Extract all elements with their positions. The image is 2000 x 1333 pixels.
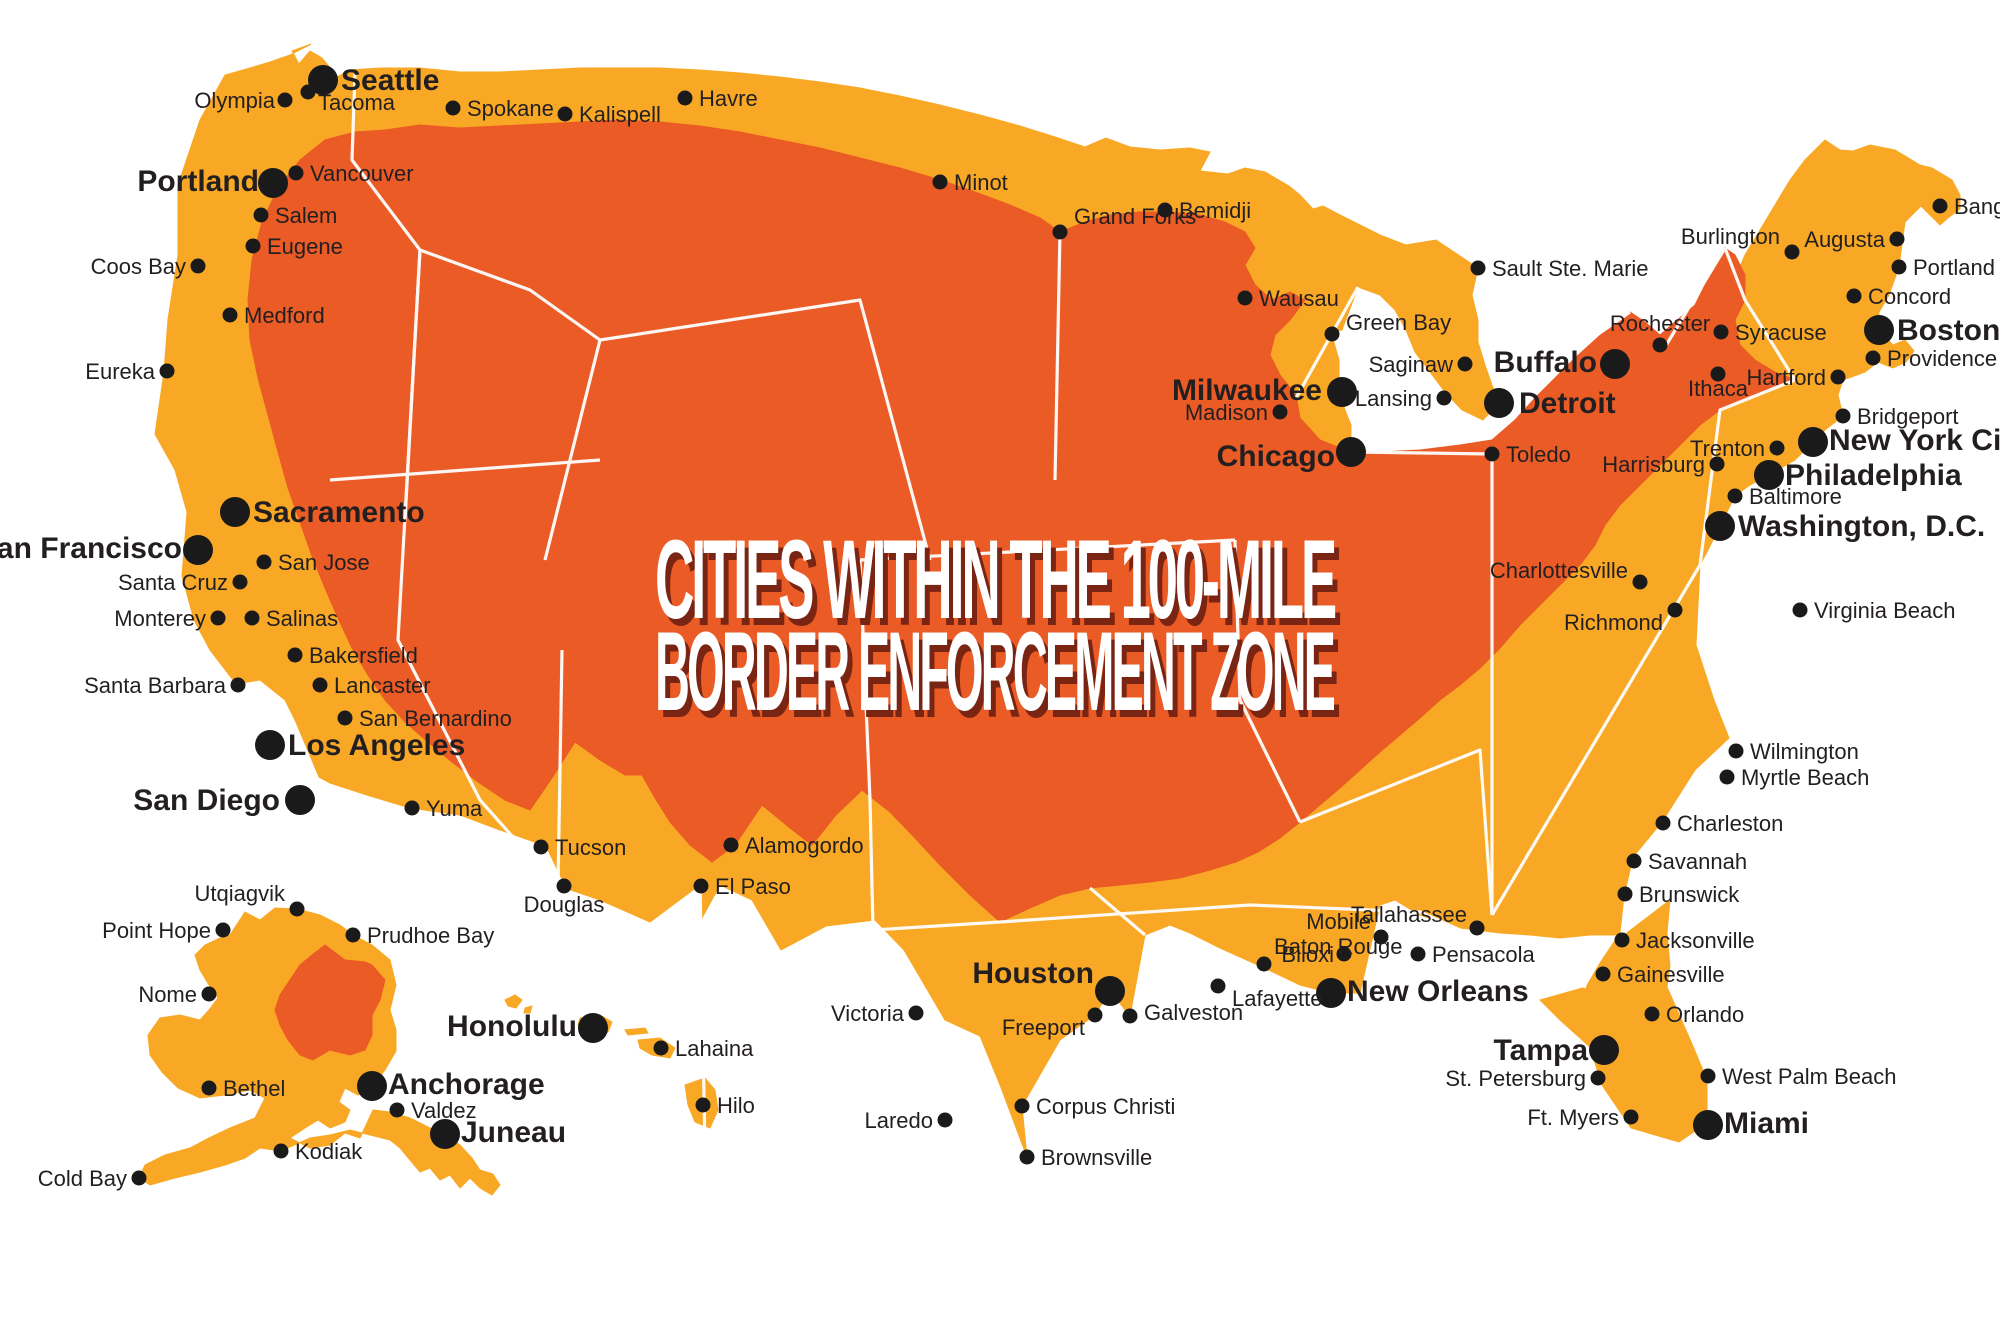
svg-text:Lancaster: Lancaster <box>334 673 431 698</box>
svg-text:Mobile: Mobile <box>1306 909 1371 934</box>
svg-text:Brownsville: Brownsville <box>1041 1145 1152 1170</box>
svg-text:Corpus Christi: Corpus Christi <box>1036 1094 1175 1119</box>
svg-text:Galveston: Galveston <box>1144 1000 1243 1025</box>
svg-text:Freeport: Freeport <box>1002 1015 1085 1040</box>
svg-text:Madison: Madison <box>1185 400 1268 425</box>
svg-text:Salinas: Salinas <box>266 606 338 631</box>
svg-text:Lahaina: Lahaina <box>675 1036 754 1061</box>
svg-text:BORDER ENFORCEMENT ZONE: BORDER ENFORCEMENT ZONE <box>655 610 1334 735</box>
svg-text:Concord: Concord <box>1868 284 1951 309</box>
svg-text:Baton Rouge: Baton Rouge <box>1274 934 1402 959</box>
svg-text:Bemidji: Bemidji <box>1179 198 1251 223</box>
svg-text:Houston: Houston <box>972 957 1094 990</box>
svg-text:Alamogordo: Alamogordo <box>745 833 864 858</box>
svg-text:Victoria: Victoria <box>831 1001 905 1026</box>
svg-text:Buffalo: Buffalo <box>1494 346 1597 379</box>
svg-text:Tacoma: Tacoma <box>318 90 396 115</box>
svg-text:St. Petersburg: St. Petersburg <box>1445 1066 1586 1091</box>
svg-text:Syracuse: Syracuse <box>1735 320 1827 345</box>
svg-text:Lansing: Lansing <box>1355 386 1432 411</box>
svg-text:Hartford: Hartford <box>1747 365 1826 390</box>
svg-text:Anchorage: Anchorage <box>388 1068 545 1101</box>
svg-text:Rochester: Rochester <box>1610 311 1710 336</box>
svg-text:Miami: Miami <box>1724 1107 1809 1140</box>
svg-text:Santa Barbara: Santa Barbara <box>84 673 227 698</box>
svg-text:Providence: Providence <box>1887 346 1997 371</box>
svg-text:Douglas: Douglas <box>524 892 605 917</box>
svg-text:Burlington: Burlington <box>1681 224 1780 249</box>
svg-text:Bethel: Bethel <box>223 1076 285 1101</box>
svg-text:Sault Ste. Marie: Sault Ste. Marie <box>1492 256 1649 281</box>
svg-text:Laredo: Laredo <box>864 1108 933 1133</box>
svg-text:Olympia: Olympia <box>194 88 275 113</box>
svg-text:Ft. Myers: Ft. Myers <box>1527 1105 1619 1130</box>
svg-text:Green Bay: Green Bay <box>1346 310 1451 335</box>
svg-text:Wilmington: Wilmington <box>1750 739 1859 764</box>
svg-text:Cold Bay: Cold Bay <box>38 1166 127 1191</box>
svg-text:San Jose: San Jose <box>278 550 370 575</box>
svg-text:New York City: New York City <box>1829 424 2000 457</box>
svg-text:Toledo: Toledo <box>1506 442 1571 467</box>
svg-text:Portland: Portland <box>137 165 259 198</box>
svg-text:Bakersfield: Bakersfield <box>309 643 418 668</box>
svg-text:Nome: Nome <box>138 982 197 1007</box>
svg-text:Prudhoe Bay: Prudhoe Bay <box>367 923 494 948</box>
svg-text:Charlottesville: Charlottesville <box>1490 558 1628 583</box>
svg-text:New Orleans: New Orleans <box>1347 975 1529 1008</box>
svg-text:San Francisco: San Francisco <box>0 532 182 565</box>
svg-text:San Diego: San Diego <box>133 784 280 817</box>
svg-text:Bangor: Bangor <box>1954 194 2000 219</box>
svg-text:Chicago: Chicago <box>1217 440 1335 473</box>
svg-text:Wausau: Wausau <box>1259 286 1339 311</box>
svg-text:San Bernardino: San Bernardino <box>359 706 512 731</box>
svg-text:Havre: Havre <box>699 86 758 111</box>
svg-text:Kodiak: Kodiak <box>295 1139 363 1164</box>
svg-text:Boston: Boston <box>1897 314 2000 347</box>
svg-text:Myrtle Beach: Myrtle Beach <box>1741 765 1869 790</box>
svg-text:Honolulu: Honolulu <box>447 1010 577 1043</box>
svg-text:Gainesville: Gainesville <box>1617 962 1725 987</box>
svg-text:Richmond: Richmond <box>1564 610 1663 635</box>
svg-text:Tucson: Tucson <box>555 835 626 860</box>
svg-text:Lafayette: Lafayette <box>1232 986 1323 1011</box>
svg-text:Baltimore: Baltimore <box>1749 484 1842 509</box>
svg-text:Washington, D.C.: Washington, D.C. <box>1738 510 1985 543</box>
svg-text:Harrisburg: Harrisburg <box>1602 452 1705 477</box>
svg-text:Eugene: Eugene <box>267 234 343 259</box>
svg-text:Los Angeles: Los Angeles <box>288 729 465 762</box>
svg-text:Monterey: Monterey <box>114 606 206 631</box>
svg-text:Detroit: Detroit <box>1519 387 1616 420</box>
svg-text:Orlando: Orlando <box>1666 1002 1744 1027</box>
svg-text:Hilo: Hilo <box>717 1093 755 1118</box>
svg-text:Eureka: Eureka <box>85 359 155 384</box>
svg-text:Savannah: Savannah <box>1648 849 1747 874</box>
svg-text:Minot: Minot <box>954 170 1008 195</box>
svg-text:Charleston: Charleston <box>1677 811 1783 836</box>
svg-text:Spokane: Spokane <box>467 96 554 121</box>
svg-text:Vancouver: Vancouver <box>310 161 414 186</box>
svg-text:Sacramento: Sacramento <box>253 496 425 529</box>
svg-text:Medford: Medford <box>244 303 325 328</box>
svg-text:Virginia Beach: Virginia Beach <box>1814 598 1955 623</box>
svg-text:Kalispell: Kalispell <box>579 102 661 127</box>
svg-text:El Paso: El Paso <box>715 874 791 899</box>
svg-text:Yuma: Yuma <box>426 796 483 821</box>
svg-text:Coos Bay: Coos Bay <box>91 254 186 279</box>
svg-text:Brunswick: Brunswick <box>1639 882 1740 907</box>
svg-text:Point Hope: Point Hope <box>102 918 211 943</box>
svg-text:Santa Cruz: Santa Cruz <box>118 570 228 595</box>
svg-text:Portland: Portland <box>1913 255 1995 280</box>
svg-text:Salem: Salem <box>275 203 337 228</box>
svg-text:Grand Forks: Grand Forks <box>1074 204 1196 229</box>
svg-text:Jacksonville: Jacksonville <box>1636 928 1755 953</box>
svg-text:Utqiagvik: Utqiagvik <box>195 881 286 906</box>
svg-text:Pensacola: Pensacola <box>1432 942 1536 967</box>
svg-text:West Palm Beach: West Palm Beach <box>1722 1064 1896 1089</box>
svg-text:Ithaca: Ithaca <box>1688 376 1749 401</box>
svg-text:Juneau: Juneau <box>461 1116 566 1149</box>
svg-text:Augusta: Augusta <box>1804 227 1885 252</box>
svg-text:Saginaw: Saginaw <box>1369 352 1454 377</box>
svg-text:Tampa: Tampa <box>1494 1034 1589 1067</box>
